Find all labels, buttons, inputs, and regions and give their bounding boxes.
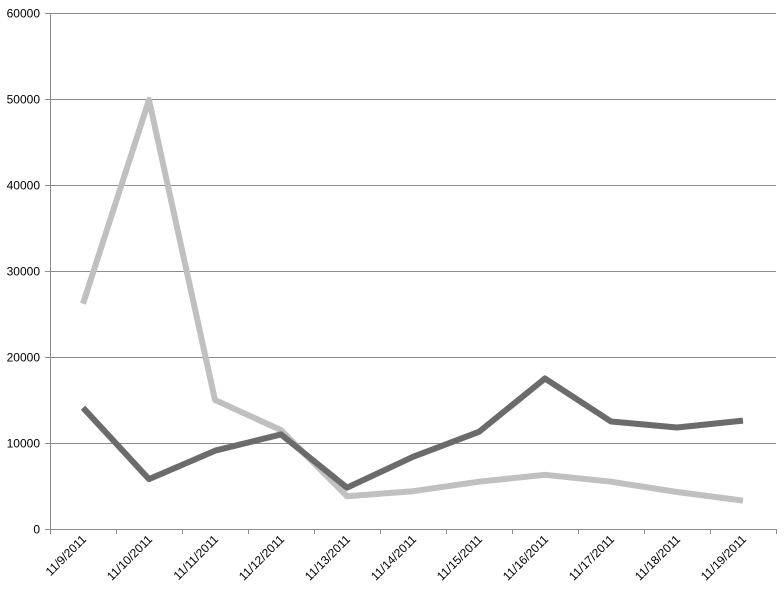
- x-tick-label: 11/12/2011: [236, 532, 287, 583]
- x-tick-label: 11/9/2011: [43, 532, 90, 579]
- x-tick-label: 11/11/2011: [171, 532, 222, 583]
- x-tick-label: 11/17/2011: [566, 532, 617, 583]
- y-tick-label: 60000: [7, 7, 41, 21]
- x-tick-label: 11/16/2011: [500, 532, 551, 583]
- y-tick-labels: 0 10000 20000 30000 40000 50000 60000: [7, 7, 41, 537]
- y-tick-label: 30000: [7, 265, 41, 279]
- axes: [45, 13, 777, 534]
- x-tick-label: 11/18/2011: [632, 532, 683, 583]
- y-tick-label: 0: [33, 523, 40, 537]
- series-lines: [80, 96, 744, 504]
- x-tick-label: 11/13/2011: [302, 532, 353, 583]
- series-line-1: [80, 96, 744, 504]
- y-tick-label: 10000: [7, 437, 41, 451]
- x-tick-label: 11/19/2011: [698, 532, 749, 583]
- x-tick-label: 11/14/2011: [368, 532, 419, 583]
- x-tick-label: 11/15/2011: [434, 532, 485, 583]
- series-line-2: [80, 375, 744, 491]
- y-tick-label: 40000: [7, 179, 41, 193]
- x-tick-label: 11/10/2011: [104, 532, 155, 583]
- gridlines: [50, 13, 776, 444]
- x-tick-labels: 11/9/2011 11/10/2011 11/11/2011 11/12/2011 1…: [43, 532, 750, 583]
- y-tick-label: 50000: [7, 93, 41, 107]
- y-tick-label: 20000: [7, 351, 41, 365]
